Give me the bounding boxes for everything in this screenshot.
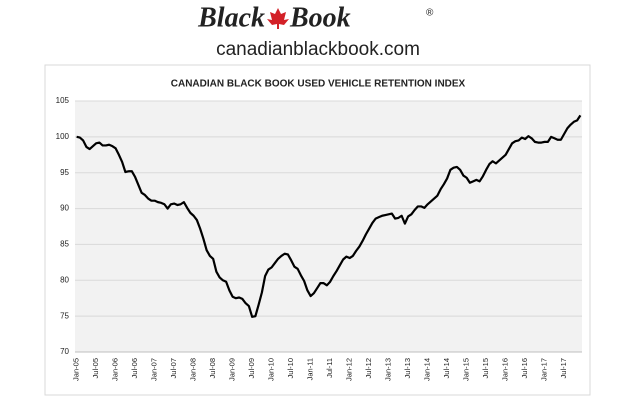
x-tick-label: Jan-11: [306, 358, 315, 380]
x-tick-label: Jan-09: [228, 358, 237, 381]
y-tick-label: 90: [60, 204, 69, 213]
y-tick-label: 100: [56, 132, 70, 141]
x-tick-label: Jan-12: [345, 358, 354, 381]
x-tick-label: Jul-12: [364, 358, 373, 378]
x-tick-label: Jan-07: [150, 358, 159, 381]
plot-area: [75, 101, 582, 352]
x-tick-label: Jul-14: [442, 358, 451, 378]
x-tick-label: Jul-10: [286, 358, 295, 378]
x-tick-label: Jan-06: [111, 358, 120, 381]
brand-right: Book: [289, 2, 351, 33]
x-tick-label: Jul-05: [91, 358, 100, 378]
url: canadianblackbook.com: [216, 39, 420, 60]
chart-title: CANADIAN BLACK BOOK USED VEHICLE RETENTI…: [171, 79, 466, 90]
x-tick-label: Jan-17: [540, 358, 549, 381]
x-tick-label: Jan-10: [267, 358, 276, 381]
x-tick-label: Jan-13: [384, 358, 393, 381]
y-tick-label: 80: [60, 275, 69, 284]
x-tick-label: Jul-13: [403, 358, 412, 378]
x-tick-label: Jan-16: [501, 358, 510, 381]
y-tick-label: 70: [60, 347, 69, 356]
y-tick-label: 85: [60, 240, 69, 249]
maple-leaf: [267, 8, 289, 29]
x-tick-label: Jul-17: [559, 358, 568, 378]
x-tick-label: Jul-08: [208, 358, 217, 378]
x-tick-label: Jul-07: [169, 358, 178, 378]
x-tick-label: Jul-09: [247, 358, 256, 378]
series-line: [76, 114, 582, 318]
x-tick-label: Jul-15: [481, 358, 490, 378]
y-tick-label: 75: [60, 311, 69, 320]
x-tick-label: Jul-06: [130, 358, 139, 378]
y-tick-label: 95: [60, 168, 69, 177]
x-tick-label: Jan-05: [72, 358, 81, 381]
x-tick-label: Jan-08: [189, 358, 198, 381]
x-tick-label: Jul-11: [325, 358, 334, 378]
x-tick-label: Jan-15: [462, 358, 471, 381]
y-tick-label: 105: [56, 96, 70, 105]
x-tick-label: Jan-14: [423, 358, 432, 381]
registered: ®: [426, 8, 434, 19]
brand-left: Black: [197, 2, 265, 33]
x-tick-label: Jul-16: [520, 358, 529, 378]
